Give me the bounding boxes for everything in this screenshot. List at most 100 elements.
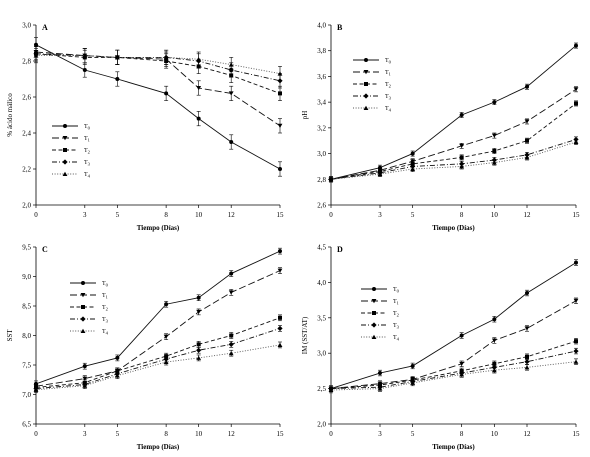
- x-tick-label: 5: [116, 430, 120, 438]
- data-point: [459, 155, 464, 160]
- series-line: [330, 300, 577, 390]
- y-tick-label: 3,8: [317, 47, 326, 55]
- y-tick-label: 9,0: [22, 273, 31, 281]
- x-axis-label: Tiempo (Días): [137, 224, 180, 232]
- series-line: [330, 88, 577, 180]
- data-point: [410, 151, 415, 156]
- x-tick-label: 15: [277, 430, 285, 438]
- x-tick-label: 5: [411, 211, 415, 219]
- series-line: [35, 270, 281, 387]
- legend-label: T1: [393, 299, 399, 306]
- x-tick-label: 8: [164, 430, 168, 438]
- legend: T0 T1 T2 T3 T4: [353, 58, 392, 113]
- legend-label: T2: [385, 82, 391, 89]
- y-tick-label: 2,6: [317, 202, 326, 210]
- data-point: [115, 77, 120, 81]
- series-t1: [33, 44, 283, 134]
- data-point: [196, 116, 201, 121]
- data-point: [524, 326, 530, 331]
- data-point: [196, 342, 201, 347]
- series-line: [35, 51, 281, 127]
- x-axis-label: Tiempo (Días): [432, 443, 475, 451]
- y-tick-label: 2,8: [317, 176, 326, 184]
- data-point: [229, 140, 234, 144]
- data-point: [33, 387, 39, 392]
- panel-label: A: [42, 23, 48, 32]
- x-axis-label: Tiempo (Días): [137, 443, 180, 451]
- x-tick-label: 12: [228, 430, 236, 438]
- data-point: [82, 364, 87, 369]
- series-t1: [328, 86, 579, 183]
- legend-marker: [363, 70, 369, 75]
- y-tick-label: 2,2: [22, 166, 31, 174]
- data-point: [82, 68, 87, 72]
- legend-label: T2: [84, 148, 90, 155]
- x-tick-label: 5: [411, 430, 415, 438]
- legend-label: T3: [393, 323, 400, 330]
- data-point: [164, 91, 169, 96]
- x-tick-label: 10: [195, 211, 203, 219]
- x-tick-label: 3: [378, 430, 382, 438]
- data-point: [114, 55, 120, 60]
- x-tick-label: 8: [460, 211, 464, 219]
- data-point: [228, 91, 234, 96]
- series-line: [330, 350, 577, 390]
- data-point: [196, 355, 202, 360]
- data-point: [229, 333, 234, 338]
- y-tick-label: 3,2: [317, 124, 326, 132]
- data-point: [410, 363, 415, 368]
- data-point: [196, 347, 202, 353]
- series-t4: [328, 139, 579, 183]
- chart-panel-c: 6,5 7,0 7,5 8,0 8,5 9,0 9,5 0 3 5 8 10 12 15 Tiempo (D…: [6, 244, 284, 452]
- legend-marker: [371, 334, 377, 339]
- data-point: [525, 84, 529, 89]
- y-tick-label: 2,4: [22, 130, 31, 138]
- data-point: [377, 386, 383, 391]
- series-line: [330, 139, 577, 180]
- y-tick-label: 9,5: [22, 244, 31, 252]
- panel-label: B: [337, 23, 343, 32]
- data-point: [278, 249, 282, 254]
- legend-marker: [81, 305, 85, 309]
- series-t0: [34, 37, 282, 177]
- data-point: [524, 359, 530, 365]
- legend-marker: [63, 148, 67, 152]
- data-point: [278, 315, 282, 320]
- data-point: [82, 383, 88, 388]
- data-point: [377, 171, 383, 177]
- y-tick-label: 7,5: [22, 362, 31, 370]
- legend-label: T3: [84, 160, 91, 167]
- series-t0: [329, 259, 578, 392]
- x-tick-label: 5: [116, 211, 120, 219]
- legend-label: T0: [84, 124, 91, 131]
- y-tick-label: 8,5: [22, 303, 31, 311]
- y-tick-label: 2,5: [317, 385, 326, 393]
- legend-marker: [372, 311, 376, 315]
- series-t3: [328, 136, 579, 183]
- legend-label: T0: [385, 58, 392, 65]
- x-tick-label: 8: [460, 430, 464, 438]
- y-tick-label: 3,6: [317, 73, 326, 81]
- legend-marker: [62, 136, 68, 141]
- data-point: [228, 62, 234, 67]
- legend-marker: [371, 299, 377, 304]
- data-point: [574, 339, 578, 344]
- data-point: [459, 164, 465, 169]
- x-tick-label: 0: [329, 211, 333, 219]
- y-tick-label: 3,0: [22, 22, 31, 30]
- x-tick-label: 0: [329, 430, 333, 438]
- chart-panel-b: 2,6 2,8 3,0 3,2 3,4 3,6 3,8 4,0 0 3 5 8 10 12 15 Tiempo…: [301, 22, 580, 233]
- data-point: [410, 380, 416, 385]
- x-tick-label: 15: [277, 211, 285, 219]
- series-line: [36, 55, 281, 75]
- legend-label: T2: [102, 305, 108, 312]
- x-axis-label: Tiempo (Días): [432, 224, 475, 232]
- legend-label: T2: [393, 311, 399, 318]
- data-point: [573, 87, 579, 92]
- series-line: [35, 344, 281, 391]
- data-point: [278, 167, 282, 171]
- data-point: [491, 338, 497, 343]
- series-line: [330, 141, 577, 180]
- series-t2: [34, 314, 282, 391]
- series-line: [330, 262, 577, 390]
